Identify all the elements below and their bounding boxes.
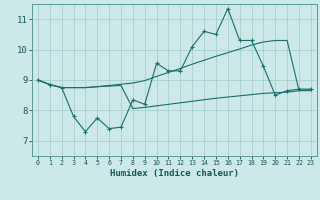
X-axis label: Humidex (Indice chaleur): Humidex (Indice chaleur) (110, 169, 239, 178)
